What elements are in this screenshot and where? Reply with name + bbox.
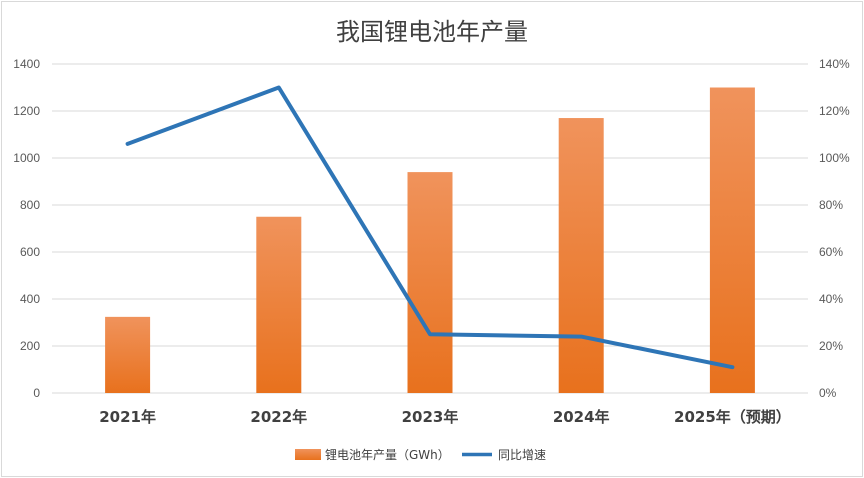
left-tick-label: 800 bbox=[20, 198, 40, 212]
category-label: 2021年 bbox=[99, 408, 156, 426]
right-tick-label: 0% bbox=[819, 386, 837, 400]
category-axis-labels: 2021年 2022年 2023年 2024年 2025年（预期） bbox=[99, 408, 791, 426]
category-label: 2023年 bbox=[402, 408, 459, 426]
left-tick-label: 1200 bbox=[13, 104, 40, 118]
chart-title: 我国锂电池年产量 bbox=[336, 18, 528, 46]
right-axis-ticks: 0% 20% 40% 60% 80% 100% 120% 140% bbox=[819, 57, 850, 400]
right-tick-label: 80% bbox=[819, 198, 843, 212]
legend-label-bar: 锂电池年产量（GWh） bbox=[325, 447, 450, 462]
bar bbox=[709, 87, 755, 393]
left-tick-label: 1400 bbox=[13, 57, 40, 71]
bar bbox=[558, 118, 604, 394]
bar-series bbox=[105, 87, 755, 394]
legend-label-line: 同比增速 bbox=[498, 448, 546, 462]
category-label: 2022年 bbox=[250, 408, 307, 426]
bar bbox=[105, 316, 151, 393]
right-tick-label: 40% bbox=[819, 292, 843, 306]
right-tick-label: 100% bbox=[819, 151, 850, 165]
line-series bbox=[125, 85, 735, 370]
left-axis-ticks: 0 200 400 600 800 1000 1200 1400 bbox=[13, 57, 40, 400]
left-tick-label: 600 bbox=[20, 245, 40, 259]
bar bbox=[256, 216, 302, 393]
right-tick-label: 140% bbox=[819, 57, 850, 71]
left-tick-label: 400 bbox=[20, 292, 40, 306]
legend-swatch-bar bbox=[295, 449, 321, 460]
left-tick-label: 0 bbox=[33, 386, 40, 400]
growth-line bbox=[125, 85, 735, 370]
right-tick-label: 60% bbox=[819, 245, 843, 259]
right-tick-label: 120% bbox=[819, 104, 850, 118]
right-tick-label: 20% bbox=[819, 339, 843, 353]
bar bbox=[407, 172, 453, 393]
category-label: 2024年 bbox=[553, 408, 610, 426]
left-tick-label: 1000 bbox=[13, 151, 40, 165]
left-tick-label: 200 bbox=[20, 339, 40, 353]
legend: 锂电池年产量（GWh） 同比增速 bbox=[295, 447, 546, 462]
category-label: 2025年（预期） bbox=[674, 408, 791, 426]
